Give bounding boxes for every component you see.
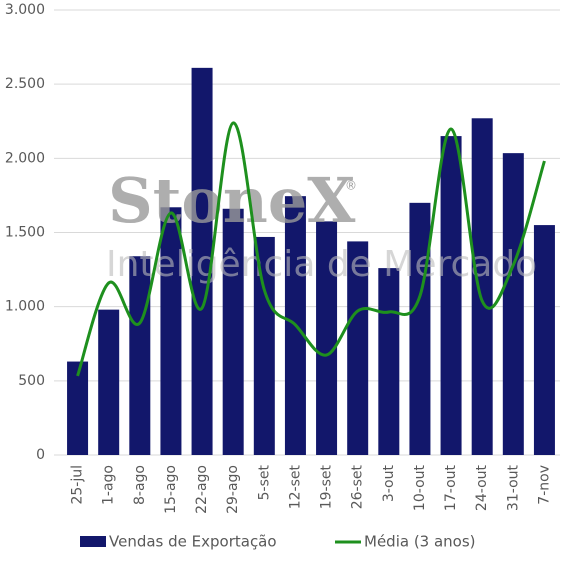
x-tick-label: 12-set — [287, 464, 303, 509]
x-tick-label: 15-ago — [163, 465, 179, 514]
x-tick-label: 17-out — [443, 464, 459, 511]
line — [76, 121, 546, 377]
bar — [378, 268, 400, 455]
legend-label: Vendas de Exportação — [109, 533, 277, 551]
bar — [129, 256, 151, 455]
bar — [191, 67, 213, 455]
y-tick-label: 2.000 — [5, 150, 45, 166]
x-tick-label: 26-set — [350, 464, 366, 509]
x-tick-label: 10-out — [412, 464, 428, 511]
y-tick-label: 500 — [18, 373, 45, 389]
bar — [316, 221, 338, 455]
bar — [471, 118, 493, 456]
x-tick-label: 22-ago — [194, 465, 210, 514]
x-tick-label: 19-set — [319, 464, 335, 509]
x-tick-label: 25-jul — [70, 465, 86, 505]
bar — [98, 309, 120, 455]
watermark-subtitle: Inteligência de Mercado — [106, 244, 537, 285]
x-tick-label: 8-ago — [132, 465, 148, 505]
watermark-mark: ® — [345, 179, 357, 193]
bar — [222, 208, 244, 455]
legend-label: Média (3 anos) — [364, 533, 476, 551]
watermark: StoneX ® Inteligência de Mercado — [106, 164, 537, 285]
bar — [253, 236, 275, 455]
watermark-brand: StoneX — [108, 164, 356, 237]
bar — [160, 207, 182, 455]
bar — [440, 136, 462, 456]
x-tick-label: 24-out — [474, 464, 490, 511]
x-tick-label: 31-out — [505, 464, 521, 511]
y-tick-label: 1.500 — [5, 225, 45, 241]
y-tick-label: 3.000 — [5, 2, 45, 18]
bar — [347, 241, 369, 455]
y-tick-label: 1.000 — [5, 299, 45, 315]
x-tick-label: 5-set — [256, 464, 272, 500]
bar — [67, 361, 89, 455]
x-tick-label: 29-ago — [225, 465, 241, 514]
x-tick-label: 7-nov — [536, 465, 552, 505]
y-tick-label: 2.500 — [5, 76, 45, 92]
bar — [502, 153, 524, 455]
x-tick-label: 1-ago — [101, 465, 117, 505]
bar — [533, 225, 555, 455]
legend-swatch — [80, 536, 106, 547]
bar — [409, 202, 431, 455]
x-tick-label: 3-out — [381, 464, 397, 502]
y-tick-label: 0 — [36, 447, 45, 463]
